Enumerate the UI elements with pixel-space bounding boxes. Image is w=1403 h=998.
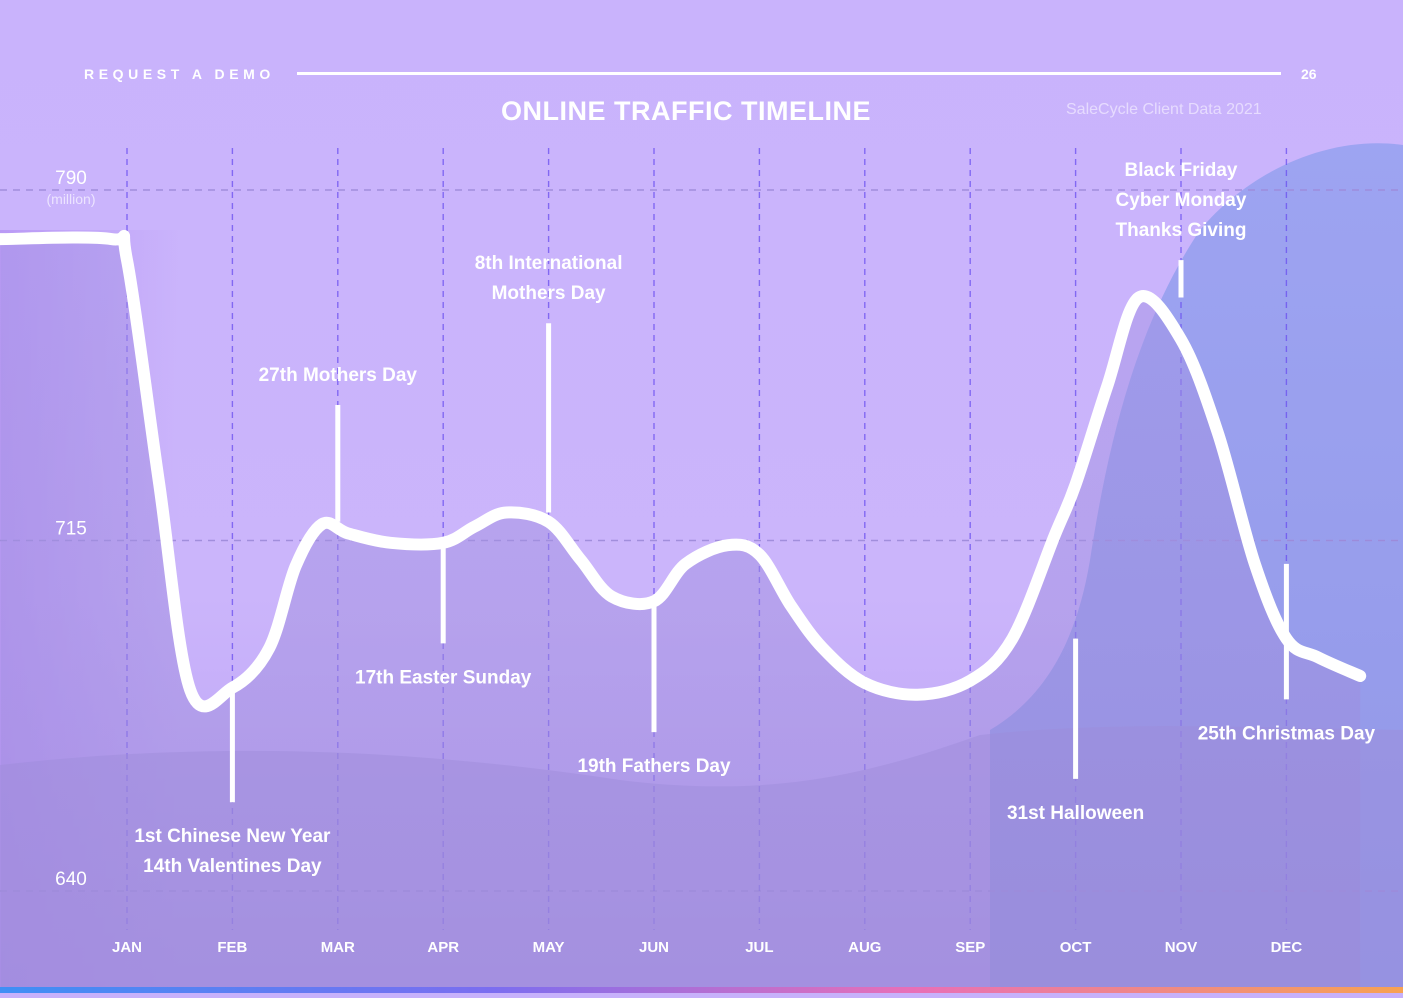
x-tick-label-oct: OCT xyxy=(1060,939,1092,956)
x-tick-label-aug: AUG xyxy=(848,939,881,956)
x-tick-label-mar: MAR xyxy=(321,939,355,956)
annotation-label-0-1: 14th Valentines Day xyxy=(143,856,322,877)
y-tick-label-790: 790 xyxy=(55,168,87,189)
annotation-label-3-0: 8th International xyxy=(475,253,623,274)
traffic-chart: 1st Chinese New Year 14th Valentines Day 2… xyxy=(0,0,1403,993)
x-tick-label-apr: APR xyxy=(427,939,459,956)
x-tick-label-may: MAY xyxy=(533,939,565,956)
annotation-label-4-0: 19th Fathers Day xyxy=(577,756,731,777)
request-demo-label: REQUEST A DEMO xyxy=(84,66,275,82)
x-tick-label-jul: JUL xyxy=(745,939,773,956)
annotation-label-6-2: Thanks Giving xyxy=(1116,220,1247,241)
x-tick-label-sep: SEP xyxy=(955,939,985,956)
annotation-label-0-0: 1st Chinese New Year xyxy=(134,826,331,847)
annotation-label-5-0: 31st Halloween xyxy=(1007,803,1144,824)
chart-page: 1st Chinese New Year 14th Valentines Day 2… xyxy=(0,0,1403,993)
annotation-label-6-0: Black Friday xyxy=(1125,160,1238,181)
page-number: 26 xyxy=(1301,66,1317,82)
y-tick-label-715: 715 xyxy=(55,519,87,540)
y-unit-label: (million) xyxy=(47,191,96,207)
x-tick-label-jan: JAN xyxy=(112,939,142,956)
y-tick-label-640: 640 xyxy=(55,869,87,890)
annotation-label-2-0: 17th Easter Sunday xyxy=(355,667,532,688)
x-tick-label-feb: FEB xyxy=(217,939,247,956)
annotation-label-7-0: 25th Christmas Day xyxy=(1198,723,1376,744)
annotation-label-6-1: Cyber Monday xyxy=(1116,190,1247,211)
annotation-label-1-0: 27th Mothers Day xyxy=(259,365,418,386)
x-tick-label-dec: DEC xyxy=(1271,939,1303,956)
annotation-label-3-1: Mothers Day xyxy=(492,283,606,304)
header-divider xyxy=(297,72,1281,75)
x-tick-label-nov: NOV xyxy=(1165,939,1198,956)
chart-source: SaleCycle Client Data 2021 xyxy=(1066,101,1262,119)
bottom-accent-bar xyxy=(0,987,1403,993)
x-tick-label-jun: JUN xyxy=(639,939,669,956)
